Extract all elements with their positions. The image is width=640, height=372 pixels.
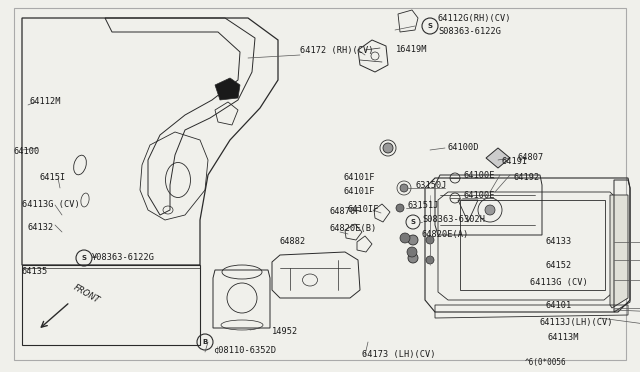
Text: ¢08110-6352D: ¢08110-6352D <box>213 346 276 355</box>
Circle shape <box>408 253 418 263</box>
Circle shape <box>426 236 434 244</box>
Circle shape <box>485 205 495 215</box>
Text: FRONT: FRONT <box>72 283 101 305</box>
Text: 64100E: 64100E <box>464 190 495 199</box>
Polygon shape <box>610 195 628 308</box>
Text: 64870F: 64870F <box>330 208 362 217</box>
Text: 64132: 64132 <box>28 224 54 232</box>
Text: ^6(0*0056: ^6(0*0056 <box>525 357 566 366</box>
Text: 64100: 64100 <box>14 148 40 157</box>
Text: 64173 (LH)(CV): 64173 (LH)(CV) <box>362 350 435 359</box>
Text: S: S <box>428 23 433 29</box>
Text: 64113G (CV): 64113G (CV) <box>22 201 80 209</box>
Text: 64820E(B): 64820E(B) <box>330 224 377 232</box>
Circle shape <box>426 256 434 264</box>
Text: 64882: 64882 <box>280 237 307 247</box>
Text: 63151J: 63151J <box>408 201 440 209</box>
Text: 64135: 64135 <box>22 267 48 276</box>
Text: 6415I: 6415I <box>40 173 67 183</box>
Text: 64112M: 64112M <box>30 97 61 106</box>
Text: 64112G(RH)(CV): 64112G(RH)(CV) <box>438 13 511 22</box>
Text: 6410IF: 6410IF <box>348 205 380 215</box>
Circle shape <box>383 143 393 153</box>
Circle shape <box>400 233 410 243</box>
Text: B: B <box>202 339 207 345</box>
Text: 64100E: 64100E <box>464 170 495 180</box>
Text: S: S <box>410 219 415 225</box>
Text: 63150J: 63150J <box>415 180 447 189</box>
Text: 64192: 64192 <box>513 173 540 183</box>
Text: 64101F: 64101F <box>344 173 376 183</box>
Text: 64100D: 64100D <box>448 144 479 153</box>
Text: 64820E(A): 64820E(A) <box>422 231 469 240</box>
Circle shape <box>400 184 408 192</box>
Text: 64807: 64807 <box>518 153 544 161</box>
Circle shape <box>408 235 418 245</box>
Text: 64133: 64133 <box>545 237 572 247</box>
Polygon shape <box>486 148 510 168</box>
Text: 14952: 14952 <box>272 327 298 337</box>
Text: 64152: 64152 <box>545 260 572 269</box>
Text: 64113G (CV): 64113G (CV) <box>530 278 588 286</box>
Text: 64101F: 64101F <box>344 187 376 196</box>
Text: S08363-6122G: S08363-6122G <box>438 28 501 36</box>
Text: ¥08363-6122G: ¥08363-6122G <box>92 253 155 263</box>
Circle shape <box>407 247 417 257</box>
Bar <box>460 200 605 290</box>
Circle shape <box>396 204 404 212</box>
Text: 64113M: 64113M <box>548 334 579 343</box>
Text: S08363-6302H: S08363-6302H <box>422 215 485 224</box>
Text: 16419M: 16419M <box>396 45 428 55</box>
Text: S: S <box>81 255 86 261</box>
Text: 6419I: 6419I <box>502 157 528 167</box>
Text: 64172 (RH)(CV): 64172 (RH)(CV) <box>300 45 374 55</box>
Text: 64101: 64101 <box>546 301 572 310</box>
Text: 64113J(LH)(CV): 64113J(LH)(CV) <box>540 317 614 327</box>
Polygon shape <box>215 78 240 100</box>
